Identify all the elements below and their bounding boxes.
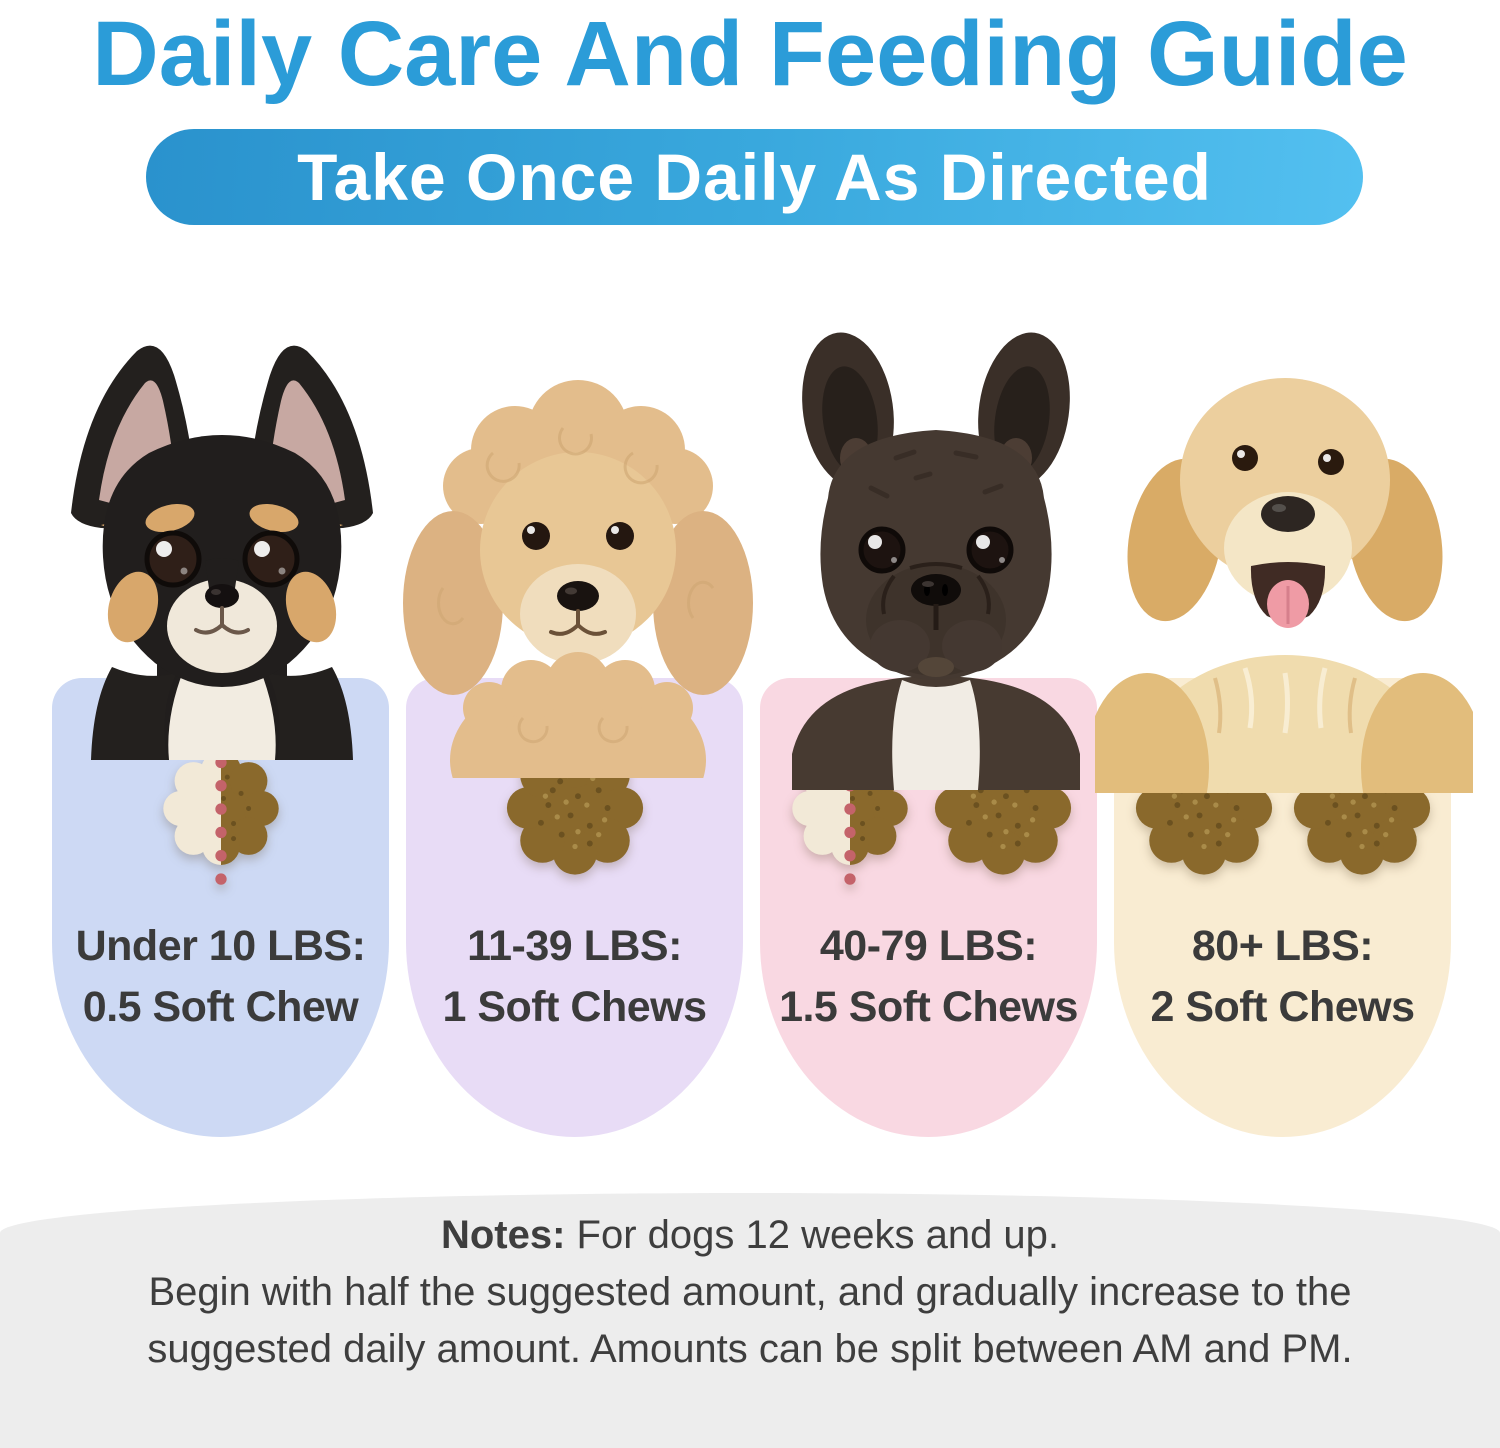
notes-section: Notes: For dogs 12 weeks and up. Begin w…	[0, 1193, 1500, 1448]
dose-card-label: 80+ LBS: 2 Soft Chews	[1150, 916, 1416, 1038]
notes-line-3: suggested daily amount. Amounts can be s…	[147, 1327, 1353, 1371]
half-soft-chew-icon	[791, 709, 908, 907]
page-title: Daily Care And Feeding Guide	[92, 3, 1408, 105]
dose-card-label: Under 10 LBS: 0.5 Soft Chew	[76, 916, 366, 1038]
dose-amount-label: 1 Soft Chews	[442, 983, 708, 1032]
dose-card-11-39-lbs: 11-39 LBS: 1 Soft Chews	[406, 678, 743, 1137]
dog-photo-french-bulldog	[792, 332, 1080, 790]
half-soft-chew-icon	[162, 709, 279, 907]
notes-line-2: Begin with half the suggested amount, an…	[148, 1270, 1352, 1314]
dose-card-label: 40-79 LBS: 1.5 Soft Chews	[779, 916, 1078, 1038]
weight-range-label: 40-79 LBS:	[819, 922, 1038, 970]
dose-amount-label: 2 Soft Chews	[1150, 983, 1416, 1032]
weight-range-label: 11-39 LBS:	[467, 922, 682, 970]
banner-text: Take Once Daily As Directed	[297, 140, 1212, 214]
dog-photo-poodle	[403, 380, 753, 778]
weight-range-label: 80+ LBS:	[1191, 922, 1374, 970]
notes-label: Notes:	[440, 1213, 566, 1257]
notes-line-1: Notes: For dogs 12 weeks and up.	[440, 1213, 1060, 1257]
dose-amount-label: 0.5 Soft Chew	[82, 983, 359, 1032]
dog-photo-golden-retriever	[1095, 378, 1473, 793]
dog-photo-chihuahua	[71, 345, 373, 760]
dosage-banner: Take Once Daily As Directed	[146, 129, 1363, 225]
chew-icons-row	[760, 708, 1097, 908]
chew-icons-row	[52, 708, 389, 908]
dose-card-label: 11-39 LBS: 1 Soft Chews	[442, 916, 708, 1038]
weight-range-label: Under 10 LBS:	[75, 922, 366, 970]
dose-amount-label: 1.5 Soft Chews	[779, 983, 1078, 1032]
